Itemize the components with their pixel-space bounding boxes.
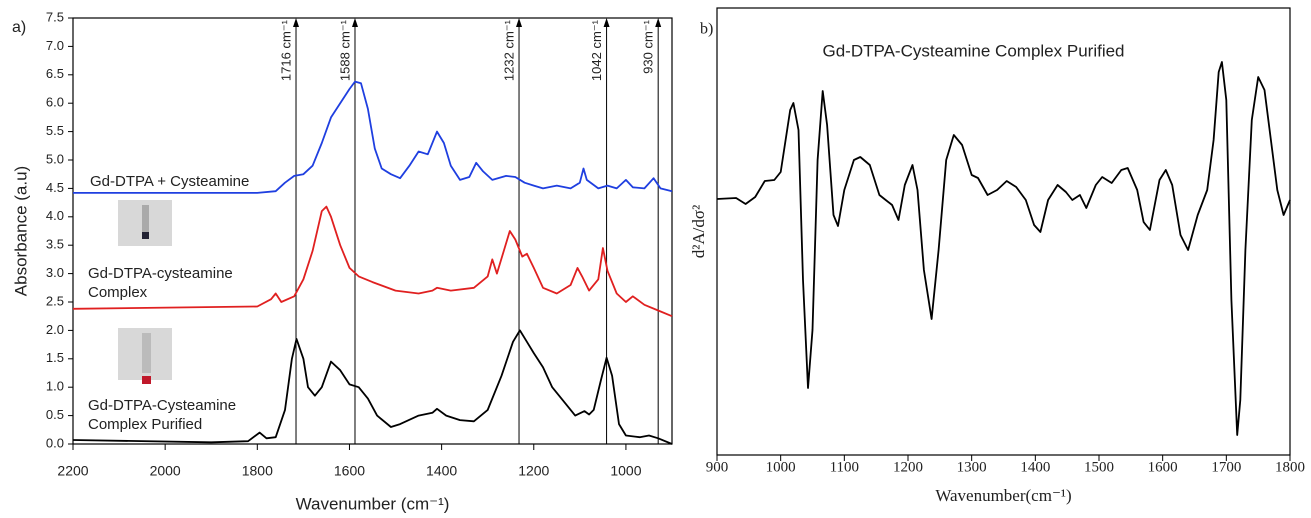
y-tick-label: 0.5 [46,407,64,422]
series-line [72,205,673,318]
x-tick-label: 1800 [1275,459,1305,475]
annotation-label: 930 cm⁻¹ [641,19,656,73]
y-tick-label: 0.0 [46,435,64,450]
annotation-arrow [516,18,523,27]
y-tick-label: 3.5 [46,237,64,252]
series-label: Gd-DTPA-Cysteamine Complex Purified [88,397,237,433]
series-label: Gd-DTPA-cysteamine Complex [88,265,233,301]
y-tick-label: 2.5 [46,293,64,308]
x-tick-label: 1300 [957,459,987,475]
y-tick-label: 6.0 [46,95,64,110]
x-tick-label: 1400 [1020,459,1050,475]
annotation-arrow [293,18,300,27]
y-tick-label: 6.5 [46,66,64,81]
annotation-arrow [351,18,358,27]
y-tick-label: 7.0 [46,38,64,53]
series-line [716,61,1291,436]
x-tick-label: 1800 [242,463,273,479]
x-axis-label: Wavenumber(cm⁻¹) [935,486,1071,505]
panel-label: a) [12,19,26,36]
x-tick-label: 1200 [893,459,923,475]
vial [142,333,151,373]
x-tick-label: 2000 [150,463,181,479]
annotation-label: 1232 cm⁻¹ [501,19,516,81]
series-line [72,329,673,445]
x-axis-label: Wavenumber (cm⁻¹) [296,494,450,513]
series-line [73,80,673,194]
annotation-arrow [603,18,610,27]
x-tick-label: 2200 [57,463,88,479]
annotation-label: 1588 cm⁻¹ [337,19,352,81]
plot-frame [72,17,673,445]
vial-tip [142,232,149,239]
x-tick-label: 1600 [1148,459,1178,475]
x-tick-label: 1700 [1211,459,1241,475]
y-tick-label: 7.5 [46,9,64,24]
y-tick-label: 3.0 [46,265,64,280]
chart-title: Gd-DTPA-Cysteamine Complex Purified [823,41,1125,60]
series-label: Gd-DTPA + Cysteamine [90,173,250,190]
x-tick-label: 1000 [766,459,796,475]
y-tick-label: 4.5 [46,180,64,195]
x-tick-label: 1500 [1084,459,1114,475]
y-tick-label: 5.0 [46,151,64,166]
annotation-label: 1042 cm⁻¹ [589,19,604,81]
x-tick-label: 1200 [518,463,549,479]
y-tick-label: 1.5 [46,350,64,365]
plot-frame [716,7,1291,456]
annotation-arrow [655,18,662,27]
vial [142,205,149,239]
y-tick-label: 5.5 [46,123,64,138]
x-tick-label: 1100 [830,459,859,475]
y-tick-label: 4.0 [46,208,64,223]
x-tick-label: 1000 [610,463,641,479]
y-tick-label: 2.0 [46,322,64,337]
y-tick-label: 1.0 [46,379,64,394]
annotation-label: 1716 cm⁻¹ [278,19,293,81]
x-tick-label: 1400 [426,463,457,479]
y-axis-label: d²A/dσ² [689,205,708,258]
x-tick-label: 900 [706,459,729,475]
vial-tip [142,376,151,384]
x-tick-label: 1600 [334,463,365,479]
panel-label: b) [700,21,713,38]
y-axis-label: Absorbance (a.u) [11,166,30,296]
